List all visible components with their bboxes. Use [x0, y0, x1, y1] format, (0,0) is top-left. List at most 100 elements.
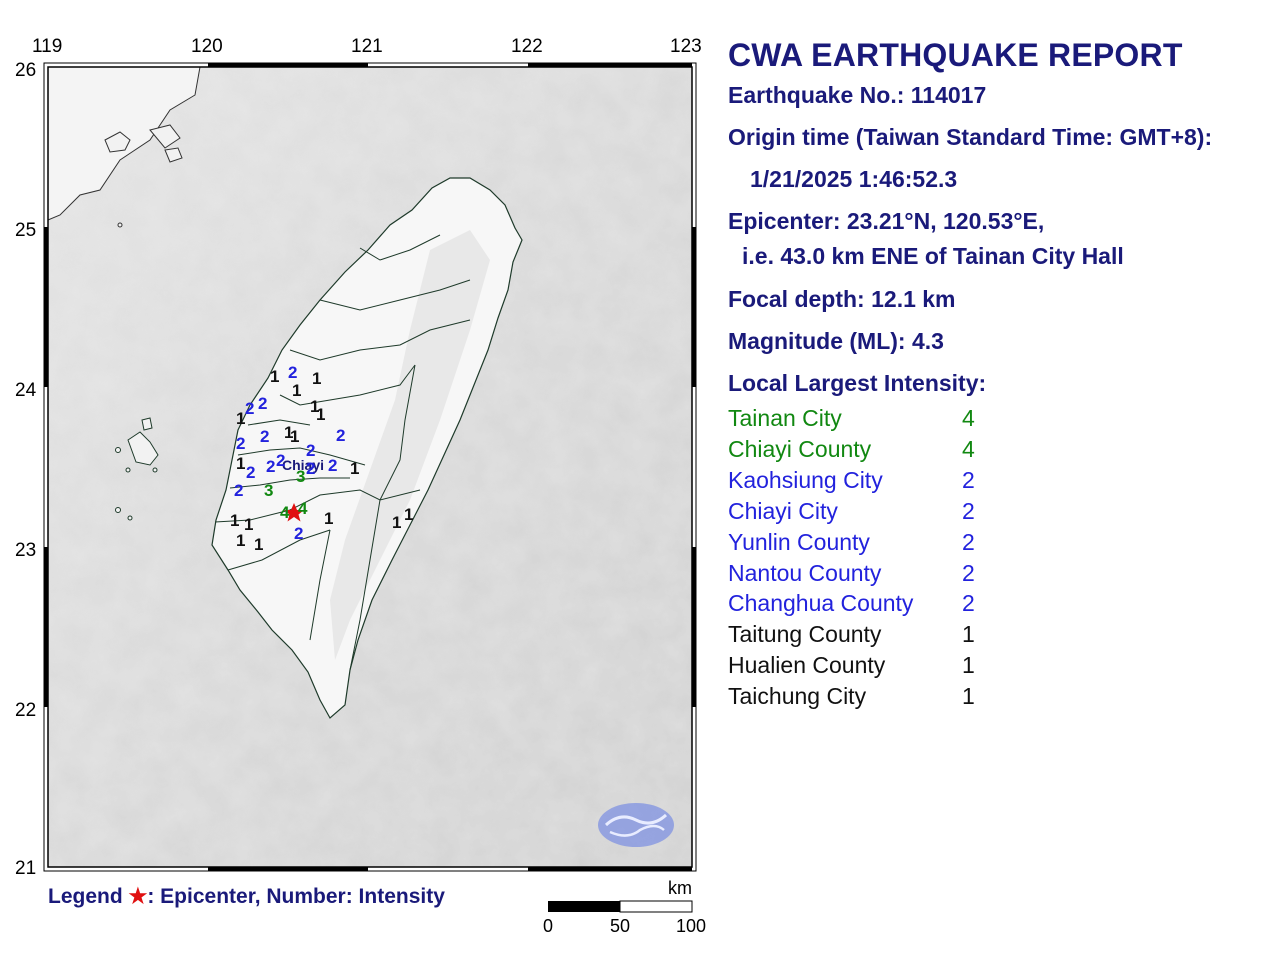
station-intensity: 3	[264, 481, 274, 500]
scale-label-0: 0	[543, 916, 554, 936]
lat-tick-25: 25	[15, 220, 37, 241]
station-intensity: 4	[280, 503, 290, 522]
report-panel: CWA EARTHQUAKE REPORT Earthquake No.: 11…	[728, 36, 1268, 709]
intensity-value: 1	[962, 683, 975, 710]
station-intensity: 1	[244, 515, 254, 534]
lon-tick-119: 119	[32, 36, 63, 57]
penghu-islands	[115, 417, 159, 521]
station-intensity: 1	[316, 405, 326, 424]
station-intensity: 1	[254, 535, 264, 554]
intensity-header: Local Largest Intensity:	[728, 370, 987, 396]
station-intensity: 1	[236, 531, 246, 550]
station-intensity: 1	[290, 427, 300, 446]
epicenter-star	[284, 503, 304, 522]
intensity-row: Nantou County 2	[728, 560, 1028, 587]
intensity-value: 1	[962, 652, 975, 679]
station-intensity: 2	[328, 456, 338, 475]
lat-tick-21: 21	[15, 858, 37, 879]
intensity-row: Taitung County 1	[728, 621, 1028, 648]
station-intensity: 2	[288, 363, 298, 382]
lat-tick-23: 23	[15, 540, 37, 561]
lon-tick-121: 121	[351, 36, 383, 57]
intensity-region: Hualien County	[728, 652, 886, 679]
intensity-region: Chiayi County	[728, 435, 872, 462]
station-intensity: 2	[258, 394, 268, 413]
station-intensity: 1	[310, 397, 320, 416]
station-intensity: 4	[298, 499, 308, 518]
intensity-value: 4	[962, 435, 975, 462]
intensity-value: 2	[962, 559, 975, 586]
intensity-region: Kaohsiung City	[728, 466, 883, 493]
intensity-region: Taichung City	[728, 683, 867, 710]
frame-ticks	[44, 63, 696, 871]
station-intensity: 2	[276, 451, 286, 470]
station-intensity: 2	[246, 463, 256, 482]
intensity-region: Yunlin County	[728, 528, 870, 555]
intensity-value: 1	[962, 621, 975, 648]
station-intensity: 1	[236, 409, 246, 428]
intensity-value: 2	[962, 528, 975, 555]
intensity-value: 2	[962, 466, 975, 493]
intensity-row: Chiayi County 4	[728, 436, 1028, 463]
intensity-row: Taichung City 1	[728, 683, 1028, 710]
station-intensity: 2	[306, 459, 316, 478]
legend-star-icon: ★	[128, 885, 148, 908]
intensity-row: Yunlin County 2	[728, 529, 1028, 556]
scale-label-100: 100	[676, 916, 707, 936]
lat-tick-26: 26	[15, 60, 37, 81]
station-intensity: 2	[306, 441, 316, 460]
station-intensity: 2	[234, 481, 244, 500]
station-intensity: 1	[236, 454, 246, 473]
intensity-value: 4	[962, 405, 975, 431]
map-panel: 119 120 121 122 123 26 25 24 23 22 21 Ch…	[15, 36, 707, 936]
lat-tick-22: 22	[15, 700, 37, 721]
station-intensity: 1	[404, 505, 414, 524]
station-intensity: 2	[336, 426, 346, 445]
station-intensity: 1	[230, 511, 240, 530]
intensity-region: Changhua County	[728, 590, 914, 617]
lat-tick-24: 24	[15, 380, 37, 401]
intensity-row: Tainan City 4	[728, 405, 1028, 432]
epicenter-relative: i.e. 43.0 km ENE of Tainan City Hall	[742, 243, 1124, 269]
intensity-row: Changhua County 2	[728, 590, 1028, 617]
mountain-shading	[330, 230, 490, 660]
lon-tick-122: 122	[511, 36, 543, 57]
intensity-region: Nantou County	[728, 559, 882, 586]
station-intensity: 1	[350, 459, 360, 478]
station-intensity: 2	[236, 434, 246, 453]
station-intensity: 1	[284, 423, 294, 442]
origin-time-value: 1/21/2025 1:46:52.3	[750, 166, 958, 192]
focal-depth: Focal depth: 12.1 km	[728, 286, 956, 312]
scale-label-50: 50	[610, 916, 631, 936]
station-intensity: 2	[294, 524, 304, 543]
lon-tick-123: 123	[670, 36, 702, 57]
map-frame	[47, 66, 693, 868]
intensity-row: Kaohsiung City 2	[728, 467, 1028, 494]
city-label-chiayi: Chiayi	[282, 457, 325, 473]
origin-time-label: Origin time (Taiwan Standard Time: GMT+8…	[728, 124, 1213, 150]
map-svg	[43, 62, 697, 913]
magnitude: Magnitude (ML): 4.3	[728, 328, 944, 354]
matsu-islands	[104, 124, 183, 228]
intensity-value: 2	[962, 590, 975, 617]
station-intensity: 1	[292, 381, 302, 400]
scale-bar	[548, 900, 693, 913]
report-title: CWA EARTHQUAKE REPORT	[728, 37, 1183, 73]
intensity-region: Taitung County	[728, 621, 882, 648]
station-intensity: 1	[392, 513, 402, 532]
intensity-row: Chiayi City 2	[728, 498, 1028, 525]
legend-prefix: Legend	[48, 885, 129, 908]
county-boundaries	[214, 234, 471, 671]
lon-tick-120: 120	[191, 36, 223, 57]
station-intensity: 2	[266, 457, 276, 476]
station-intensity: 2	[260, 427, 270, 446]
scale-unit: km	[668, 878, 692, 898]
station-intensity: 2	[245, 399, 255, 418]
cwa-logo	[598, 803, 674, 847]
station-intensity: 1	[270, 367, 280, 386]
earthquake-number: Earthquake No.: 114017	[728, 82, 987, 108]
map-legend: Legend ★: Epicenter, Number: Intensity	[48, 884, 445, 909]
intensity-row: Hualien County 1	[728, 652, 1028, 679]
intensity-region: Tainan City	[728, 405, 842, 431]
station-intensity: 1	[324, 509, 334, 528]
